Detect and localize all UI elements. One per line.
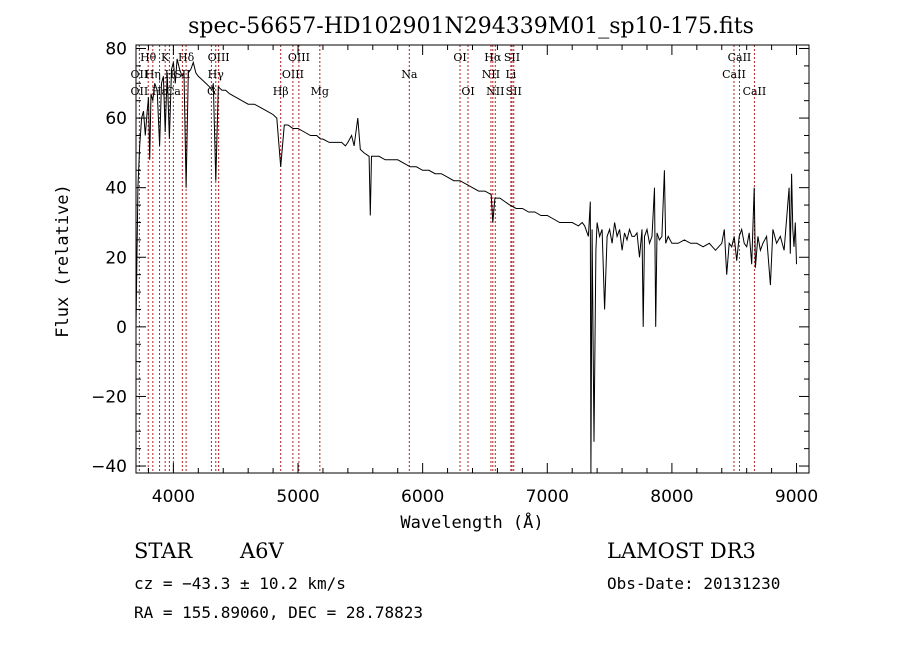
plot-frame [135,44,810,474]
object-subclass: A6V [240,539,284,563]
y-tick-label: −20 [91,387,127,407]
spectral-line-label: Mg [311,85,329,98]
chart-title: spec-56657-HD102901N294339M01_sp10-175.f… [188,14,754,39]
spectral-line-label: Hδ [178,51,195,64]
spectral-line-label: NII [482,68,500,81]
spectral-line-label: OI [461,85,474,98]
spectral-line-label: H [165,68,175,81]
x-tick-label: 9000 [775,487,818,507]
spectral-line-label: OIII [288,51,310,64]
spectral-line-label: CaII [722,68,746,81]
x-axis: 4000 5000 6000 7000 8000 9000 [147,45,818,507]
y-axis-label: Flux (relative) [53,184,73,338]
marker-lines [138,45,755,473]
spectral-line-label: NII [486,85,504,98]
x-tick-label: 5000 [276,487,319,507]
spectral-line-label: Hη [145,68,161,81]
x-axis-label: Wavelength (Å) [400,511,543,533]
y-tick-label: 60 [105,109,127,129]
x-tick-label: 8000 [650,487,693,507]
spectral-line-label: OIII [208,51,230,64]
spectral-line-label: CaII [728,51,752,64]
spectral-line-label: Li [505,68,516,81]
spectral-line-label: Hβ [273,85,289,98]
x-tick-label: 4000 [152,487,195,507]
spectral-line-label: K [161,51,170,64]
x-tick-label: 6000 [401,487,444,507]
spectral-line-label: Hα [484,51,502,64]
observation-date: Obs-Date: 20131230 [607,574,781,593]
spectral-line-label: Ca [166,85,181,98]
spectral-line-label: G [207,85,216,98]
spectrum-line [135,58,797,474]
y-tick-label: 20 [105,248,127,268]
spectral-line-label: OIII [282,68,304,81]
y-tick-label: 0 [116,318,127,338]
y-axis: −40 −20 0 20 40 60 80 [91,39,809,477]
spectral-line-label: OII [131,85,149,98]
spectral-line-label: SII [504,51,520,64]
spectral-line-label: OI [453,51,466,64]
y-tick-label: −40 [91,457,127,477]
spectral-line-label: SII [174,68,190,81]
spectral-line-label: Na [401,68,418,81]
survey-name: LAMOST DR3 [607,539,756,563]
spectral-line-label: OII [131,68,149,81]
redshift-cz: cz = −43.3 ± 10.2 km/s [134,574,346,593]
y-tick-label: 80 [105,39,127,59]
object-class: STAR [134,539,193,563]
x-tick-label: 7000 [526,487,569,507]
spectral-line-label: Hγ [208,68,225,81]
spectral-line-label: SII [506,85,522,98]
spectral-line-label: CaII [743,85,767,98]
spectral-line-label: Hθ [140,51,157,64]
ra-dec-coordinates: RA = 155.89060, DEC = 28.78823 [134,603,423,622]
y-tick-label: 40 [105,179,127,199]
